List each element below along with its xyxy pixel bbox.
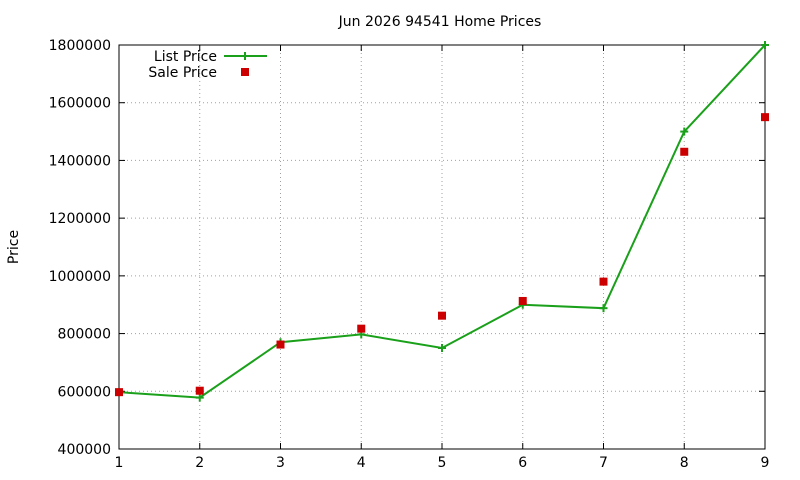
chart-title: Jun 2026 94541 Home Prices [338, 14, 542, 30]
sale-price-point [438, 311, 446, 320]
y-tick-label: 800000 [58, 327, 111, 343]
y-tick-label: 1400000 [49, 153, 111, 169]
y-tick-label: 400000 [58, 442, 111, 458]
x-tick-label: 2 [195, 455, 204, 471]
plot-border [118, 44, 766, 450]
list-price-point [761, 41, 769, 49]
legend-square-swatch [241, 68, 249, 76]
sale-price-point [115, 388, 123, 397]
y-tick-label: 1600000 [49, 96, 111, 112]
sale-price-point [761, 113, 769, 122]
sale-price-point [357, 324, 366, 333]
sale-price-point [518, 296, 527, 305]
y-tick-label: 1000000 [49, 269, 111, 285]
legend-label: List Price [154, 49, 217, 65]
x-tick-label: 8 [680, 455, 689, 471]
list-price-point [599, 304, 608, 313]
y-tick-label: 600000 [58, 384, 111, 400]
axes: 1 2 3 4 5 6 7 8 9 400000 600000 800000 1000000 120000… [49, 38, 770, 471]
x-tick-label: 4 [357, 455, 366, 471]
x-tick-label: 6 [518, 455, 527, 471]
list-price-point [438, 344, 446, 352]
sale-price-point [599, 277, 608, 286]
sale-price-point [680, 147, 689, 156]
x-tick-label: 7 [599, 455, 608, 471]
y-axis-label: Price [6, 230, 22, 264]
grid-lines [119, 45, 765, 449]
x-tick-label: 5 [438, 455, 447, 471]
series-layer [115, 41, 769, 402]
x-tick-label: 3 [276, 455, 285, 471]
x-tick-label: 9 [761, 455, 770, 471]
y-tick-label: 1800000 [49, 38, 111, 54]
sale-price-point [276, 340, 285, 349]
x-tick-label: 1 [115, 455, 124, 471]
legend-label: Sale Price [148, 65, 217, 81]
list-price-point [195, 393, 204, 402]
list-price-point [680, 127, 689, 136]
sale-price-point [195, 386, 204, 395]
y-tick-label: 1200000 [49, 211, 111, 227]
